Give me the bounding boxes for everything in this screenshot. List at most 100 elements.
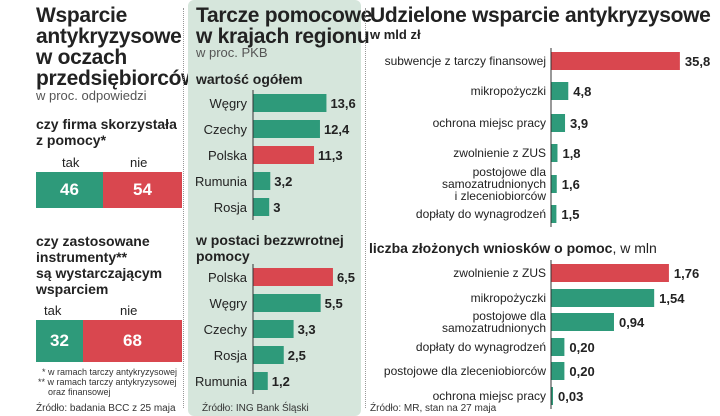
left-title-line: przedsiębiorców xyxy=(36,67,198,90)
chart3-value-label: 35,8 xyxy=(685,54,710,69)
question-1: czy firma skorzystała z pomocy* xyxy=(36,116,177,148)
chart1-value-label: 3 xyxy=(273,200,280,215)
chart2-bar xyxy=(253,346,284,364)
chart2-title: w postaci bezzwrotnej pomocy xyxy=(196,232,344,264)
chart1-value-label: 11,3 xyxy=(318,148,343,163)
chart3-category-label: dopłaty do wynagrodzeń xyxy=(416,207,546,221)
q2-yes-label: tak xyxy=(44,303,62,318)
chart2-category-label: Rumunia xyxy=(195,374,248,389)
chart2-value-label: 1,2 xyxy=(272,374,290,389)
middle-title-line: w krajach regionu xyxy=(196,25,370,48)
chart1-category-label: Polska xyxy=(208,148,248,163)
chart2-bar xyxy=(253,320,294,338)
chart4-value-label: 1,54 xyxy=(659,291,685,306)
chart1-value-label: 13,6 xyxy=(330,96,355,111)
chart3-category-label: samozatrudnionych xyxy=(442,177,546,191)
chart3-title: w mld zł xyxy=(370,27,421,42)
q1-no-segment: 54 xyxy=(103,172,182,208)
chart4-category-label: ochrona miejsc pracy xyxy=(433,389,546,403)
chart2-value-label: 3,3 xyxy=(298,322,316,337)
chart3-bar xyxy=(551,205,557,223)
left-source: Źródło: badania BCC z 25 maja xyxy=(36,403,176,414)
question-2-line: wsparciem xyxy=(36,281,109,297)
chart2-value-label: 5,5 xyxy=(325,296,343,311)
chart4-value-label: 0,20 xyxy=(569,340,594,355)
chart4-bar xyxy=(551,387,554,405)
footnote-1: * w ramach tarczy antykryzysowej xyxy=(42,367,178,377)
divider-left xyxy=(183,8,184,408)
chart3-bar xyxy=(551,82,569,100)
chart4-value-label: 0,03 xyxy=(558,389,583,404)
middle-title: Tarcze pomocowe w krajach regionu xyxy=(196,5,372,47)
chart3-value-label: 3,9 xyxy=(570,116,588,131)
chart3-category-label: ochrona miejsc pracy xyxy=(433,116,546,130)
chart4-bar xyxy=(551,264,669,282)
left-title: Wsparcie antykryzysowe w oczach przedsię… xyxy=(36,4,198,90)
chart3-bar xyxy=(551,175,557,193)
q2-yes-value: 32 xyxy=(50,331,69,350)
chart4-category-label: samozatrudnionych xyxy=(442,321,546,335)
chart3-bar xyxy=(551,52,680,70)
q1-yes-segment: 46 xyxy=(36,172,103,208)
question-2-line: czy zastosowane xyxy=(36,233,150,249)
left-title-line: antykryzysowe xyxy=(36,25,182,48)
chart4-category-label: mikropożyczki xyxy=(471,291,546,305)
chart4-value-label: 0,20 xyxy=(569,364,594,379)
chart1-category-label: Rumunia xyxy=(195,174,248,189)
chart4-category-label: zwolnienie z ZUS xyxy=(453,266,546,280)
question-2: czy zastosowane instrumenty** są wystarc… xyxy=(36,233,162,297)
chart1-category-label: Czechy xyxy=(204,122,248,137)
left-subtitle: w proc. odpowiedzi xyxy=(36,88,147,103)
middle-source: Źródło: ING Bank Śląski xyxy=(202,403,309,414)
chart1-value-label: 12,4 xyxy=(324,122,350,137)
footnote-2a: ** w ramach tarczy antykryzysowej xyxy=(38,377,177,387)
chart2-category-label: Węgry xyxy=(209,296,247,311)
left-title-line: Wsparcie xyxy=(36,4,127,27)
chart1-category-label: Węgry xyxy=(209,96,247,111)
chart4-title-unit: , w mln xyxy=(612,240,657,256)
chart4-bar xyxy=(551,313,614,331)
chart3-category-label: mikropożyczki xyxy=(471,84,546,98)
chart4-bar xyxy=(551,289,655,307)
q1-no-value: 54 xyxy=(133,180,152,199)
chart3-value-label: 4,8 xyxy=(573,84,591,99)
chart2-bar xyxy=(253,372,268,390)
middle-subtitle: w proc. PKB xyxy=(196,45,268,60)
chart2-value-label: 2,5 xyxy=(288,348,306,363)
question-1-line: czy firma skorzystała xyxy=(36,116,177,132)
divider-right xyxy=(365,8,366,408)
chart1-bar xyxy=(253,198,270,216)
q2-no-label: nie xyxy=(120,303,138,318)
chart1-value-label: 3,2 xyxy=(274,174,292,189)
chart1-title: wartość ogółem xyxy=(196,71,303,87)
question-1-line: z pomocy* xyxy=(36,132,107,148)
chart1-category-label: Rosja xyxy=(214,200,248,215)
chart1-bar xyxy=(253,172,271,190)
chart2-bar xyxy=(253,268,333,286)
q2-no-segment: 68 xyxy=(83,320,182,362)
chart3-category-label: postojowe dla xyxy=(473,165,547,179)
chart4-category-label: postojowe dla zleceniobiorców xyxy=(384,364,546,378)
chart1-bar xyxy=(253,146,315,164)
chart4-title-main: liczba złożonych wniosków o pomoc xyxy=(369,240,613,256)
q1-no-label: nie xyxy=(130,155,148,170)
q2-no-value: 68 xyxy=(123,331,142,350)
chart2-category-label: Polska xyxy=(208,270,248,285)
chart3-value-label: 1,8 xyxy=(562,146,580,161)
chart2-value-label: 6,5 xyxy=(337,270,355,285)
right-source: Źródło: MR, stan na 27 maja xyxy=(370,403,497,414)
right-title: Udzielone wsparcie antykryzysowe xyxy=(370,4,711,27)
footnotes: * w ramach tarczy antykryzysowej ** w ra… xyxy=(38,367,177,397)
chart3-category-label: zwolnienie z ZUS xyxy=(453,146,546,160)
chart4-bar xyxy=(551,362,565,380)
chart4-value-label: 1,76 xyxy=(674,266,699,281)
chart2-title-line: pomocy xyxy=(196,248,250,264)
chart2-category-label: Czechy xyxy=(204,322,248,337)
chart3-value-label: 1,6 xyxy=(562,177,580,192)
chart3-value-label: 1,5 xyxy=(561,207,579,222)
q1-yes-value: 46 xyxy=(60,180,79,199)
middle-title-line: Tarcze pomocowe xyxy=(196,4,372,27)
chart4-value-label: 0,94 xyxy=(619,315,645,330)
